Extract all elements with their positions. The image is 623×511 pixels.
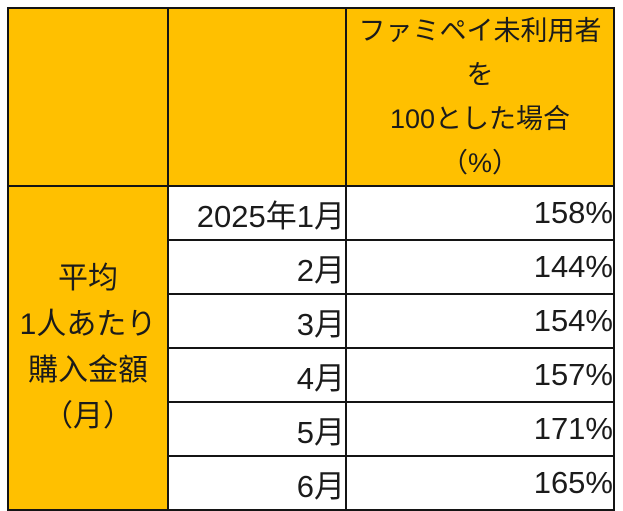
value-cell: 154% [345, 293, 615, 349]
table-row-jan: 平均 1人あたり 購入金額 （月） 2025年1月 158% [7, 185, 615, 511]
header-row: ファミペイ未利用者を 100とした場合 （%） [7, 7, 615, 187]
header-metric-line-2: 100とした場合 [389, 104, 571, 134]
row-group-label-line-4: （月） [43, 400, 133, 433]
value-cell: 157% [345, 347, 615, 403]
header-cell-metric: ファミペイ未利用者を 100とした場合 （%） [345, 7, 615, 187]
month-cell: 2025年1月 [167, 185, 347, 241]
famipay-usage-table-page: ファミペイ未利用者を 100とした場合 （%） 平均 1人あたり 購入金額 （月… [7, 7, 615, 511]
value-cell: 165% [345, 455, 615, 511]
month-cell: 6月 [167, 455, 347, 511]
value-cell: 144% [345, 239, 615, 295]
table-row-feb: 2月 144% [8, 239, 615, 295]
month-cell: 4月 [167, 347, 347, 403]
value-cell: 158% [345, 185, 615, 241]
row-group-label: 平均 1人あたり 購入金額 （月） [7, 185, 169, 511]
month-cell: 5月 [167, 401, 347, 457]
header-metric-line-1: ファミペイ未利用者を [358, 16, 602, 90]
header-cell-empty-1 [7, 7, 169, 187]
row-group-label-line-3: 購入金額 [28, 354, 148, 387]
famipay-comparison-table: ファミペイ未利用者を 100とした場合 （%） 平均 1人あたり 購入金額 （月… [7, 7, 615, 511]
row-group-label-line-2: 1人あたり [19, 308, 157, 341]
row-group-label-line-1: 平均 [58, 262, 118, 295]
month-cell: 3月 [167, 293, 347, 349]
value-cell: 171% [345, 401, 615, 457]
month-cell: 2月 [167, 239, 347, 295]
header-metric-line-3: （%） [440, 148, 519, 178]
header-cell-empty-2 [167, 7, 347, 187]
